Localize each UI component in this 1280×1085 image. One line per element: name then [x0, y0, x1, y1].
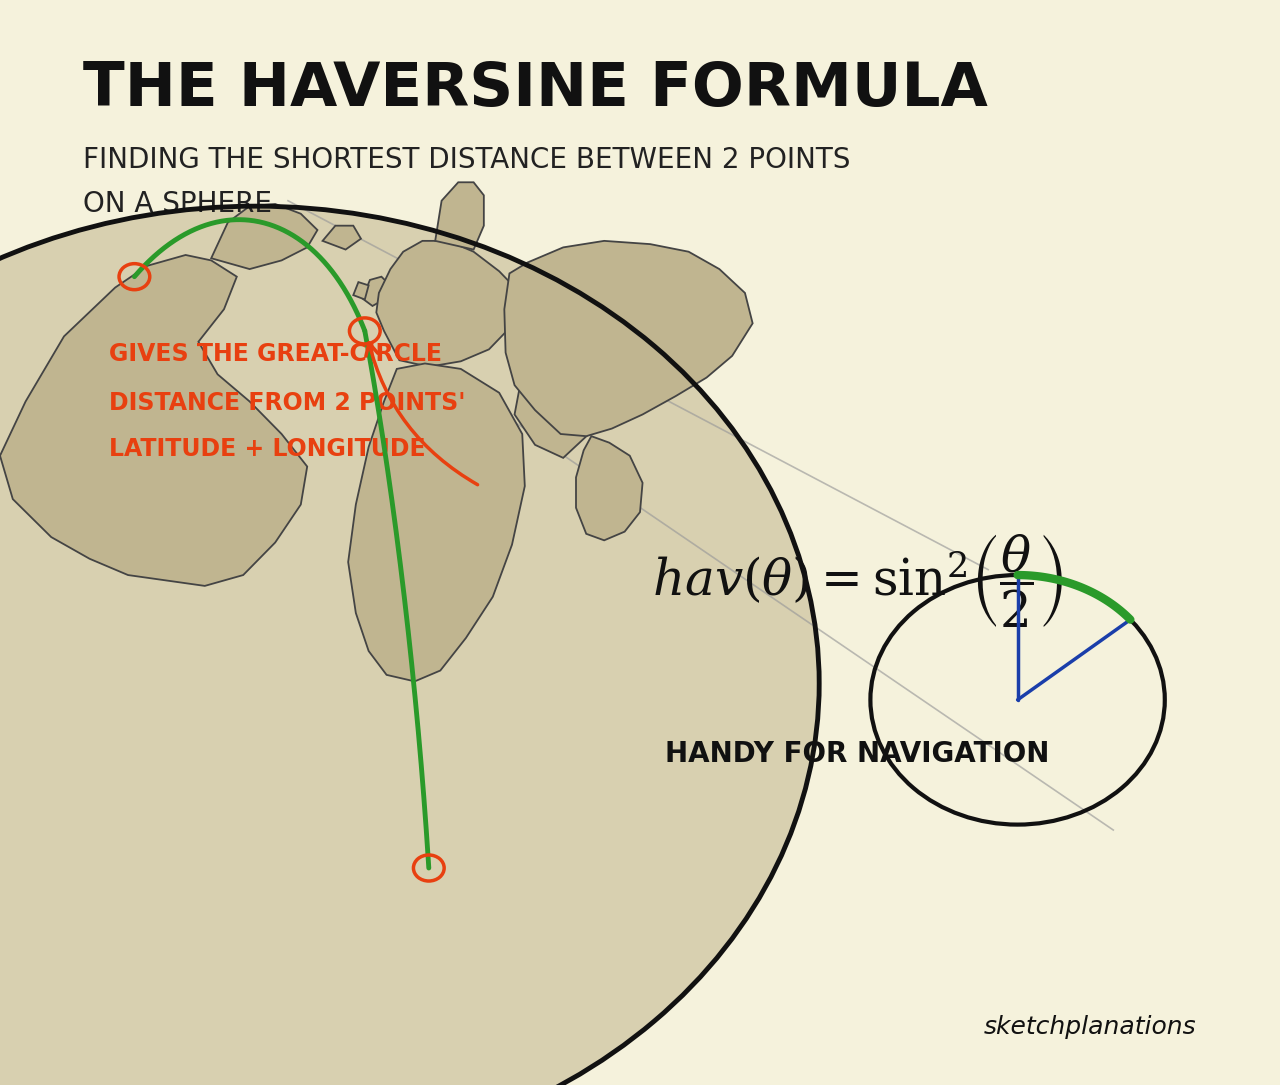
Text: HANDY FOR NAVIGATION: HANDY FOR NAVIGATION: [666, 740, 1050, 768]
Text: THE HAVERSINE FORMULA: THE HAVERSINE FORMULA: [83, 60, 988, 118]
Text: ON A SPHERE: ON A SPHERE: [83, 190, 273, 218]
Polygon shape: [323, 226, 361, 250]
Text: sketchplanations: sketchplanations: [984, 1016, 1197, 1039]
Polygon shape: [435, 182, 484, 250]
Polygon shape: [362, 277, 389, 306]
Polygon shape: [0, 255, 307, 586]
Polygon shape: [353, 282, 369, 299]
Polygon shape: [376, 241, 522, 367]
Polygon shape: [504, 241, 753, 436]
Text: FINDING THE SHORTEST DISTANCE BETWEEN 2 POINTS: FINDING THE SHORTEST DISTANCE BETWEEN 2 …: [83, 146, 851, 175]
Text: DISTANCE FROM 2 POINTS': DISTANCE FROM 2 POINTS': [109, 391, 466, 414]
Polygon shape: [515, 349, 589, 458]
Text: LATITUDE + LONGITUDE: LATITUDE + LONGITUDE: [109, 437, 425, 461]
Circle shape: [0, 206, 819, 1085]
Polygon shape: [211, 204, 317, 269]
Text: GIVES THE GREAT-CIRCLE: GIVES THE GREAT-CIRCLE: [109, 342, 442, 366]
Polygon shape: [348, 363, 525, 681]
Text: $hav(\theta) = \sin^2\!\left(\dfrac{\theta}{2}\right)$: $hav(\theta) = \sin^2\!\left(\dfrac{\the…: [652, 532, 1064, 629]
Polygon shape: [576, 436, 643, 540]
